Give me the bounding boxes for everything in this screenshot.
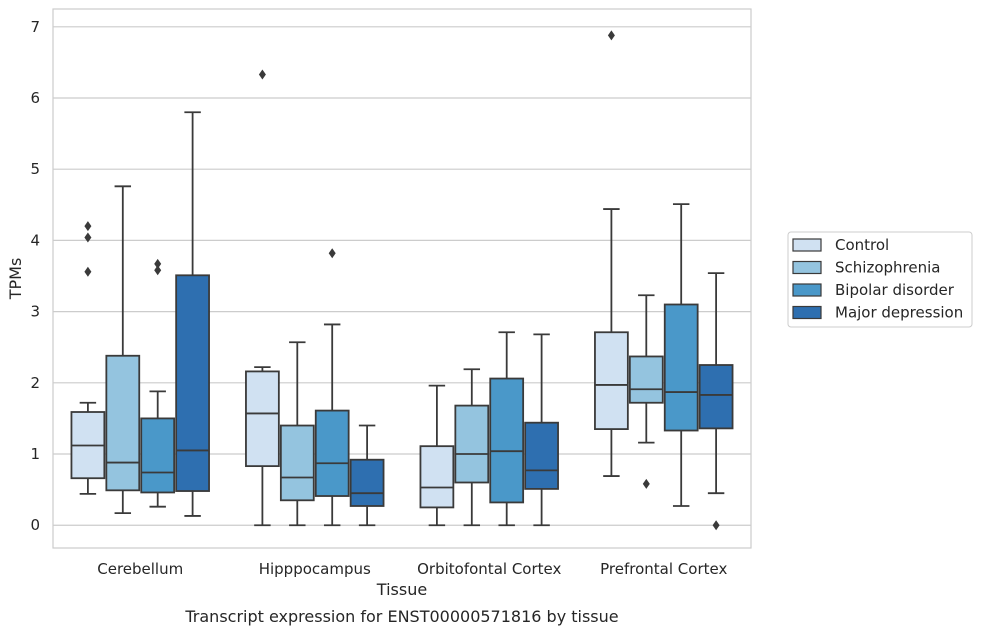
box-3-1 (628, 294, 664, 489)
iqr-box (663, 303, 699, 432)
iqr-box (279, 424, 315, 502)
iqr-box (454, 404, 490, 484)
outlier-point (607, 30, 615, 41)
iqr-box (698, 364, 734, 430)
x-axis-label: Tissue (376, 580, 427, 599)
y-tick-label: 5 (30, 160, 40, 178)
box-0-2 (140, 258, 176, 508)
legend: Control Schizophrenia Bipolar disorder Majo… (787, 231, 973, 328)
box-0-0 (70, 221, 106, 495)
y-tick-label: 1 (30, 445, 40, 463)
x-tick-label: Cerebellum (97, 560, 183, 578)
box-2-3 (524, 333, 559, 527)
outlier-point (84, 266, 92, 277)
iqr-box (245, 370, 280, 468)
y-tick-labels: 0 1 2 3 4 5 6 7 (30, 18, 40, 534)
box-1-0 (245, 69, 280, 527)
box-3-2 (663, 203, 699, 507)
box-2-1 (454, 368, 490, 527)
outlier-point (712, 520, 720, 531)
outlier-point (84, 221, 92, 232)
y-tick-label: 2 (30, 374, 40, 392)
y-tick-label: 4 (30, 231, 40, 249)
outlier-point (154, 265, 162, 276)
box-1-1 (279, 341, 315, 527)
y-tick-label: 7 (30, 18, 40, 36)
plot-frame (52, 8, 752, 549)
legend-swatch (792, 305, 822, 320)
iqr-box (175, 274, 210, 492)
legend-items: Control Schizophrenia Bipolar disorder Majo… (792, 236, 963, 322)
box-2-2 (489, 331, 525, 527)
iqr-box (105, 354, 141, 492)
legend-label: Schizophrenia (835, 259, 940, 277)
iqr-box (594, 331, 629, 430)
x-tick-label: Hipppocampus (259, 560, 371, 578)
x-tick-labels: Cerebellum Hipppocampus Orbitofontal Corte… (97, 560, 727, 578)
legend-swatch (792, 238, 822, 252)
box-0-1 (105, 185, 141, 515)
iqr-box (628, 355, 664, 404)
outlier-point (328, 248, 336, 259)
y-tick-label: 0 (30, 516, 40, 534)
iqr-box (524, 421, 559, 490)
box-layer (70, 30, 734, 531)
outlier-point (154, 258, 162, 269)
x-tick-label: Prefrontal Cortex (600, 560, 727, 578)
y-tick-label: 3 (30, 303, 40, 321)
legend-frame (787, 231, 973, 328)
outlier-point (642, 478, 650, 489)
y-axis-label: TPMs (6, 258, 25, 301)
y-tick-label: 6 (30, 89, 40, 107)
box-3-3 (698, 272, 734, 531)
outlier-point (258, 69, 266, 80)
iqr-box (489, 377, 525, 504)
legend-label: Major depression (835, 304, 963, 322)
box-2-0 (419, 384, 455, 527)
box-1-3 (349, 424, 385, 527)
legend-label: Control (835, 236, 889, 254)
box-1-2 (314, 248, 350, 527)
iqr-box (419, 445, 455, 509)
outlier-point (84, 232, 92, 243)
iqr-box (314, 409, 350, 497)
legend-swatch (792, 283, 822, 297)
box-0-3 (175, 111, 210, 517)
x-tick-label: Orbitofontal Cortex (417, 560, 561, 578)
legend-swatch (792, 260, 822, 275)
legend-label: Bipolar disorder (835, 281, 955, 299)
iqr-box (140, 417, 176, 494)
box-3-0 (594, 30, 629, 477)
iqr-box (349, 458, 385, 507)
chart-caption: Transcript expression for ENST0000057181… (184, 607, 618, 626)
